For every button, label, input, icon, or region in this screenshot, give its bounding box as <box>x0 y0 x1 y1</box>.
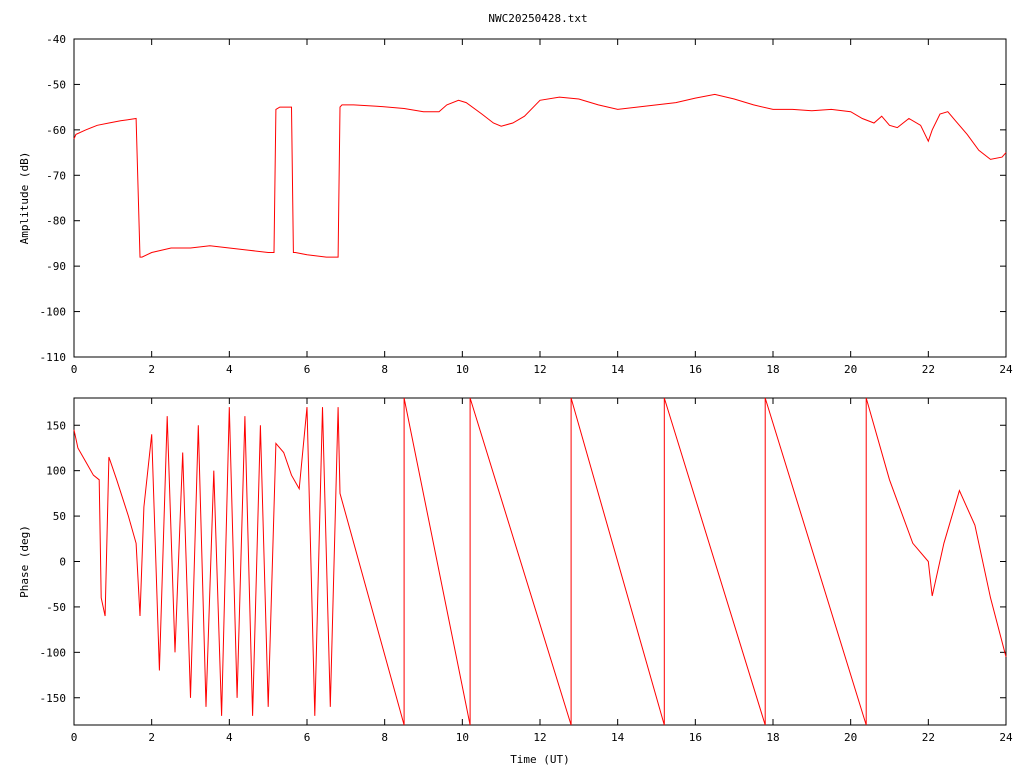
phase-series-line <box>73 397 1007 726</box>
amplitude-x-tick-label: 6 <box>304 363 311 376</box>
phase-x-tick-label: 2 <box>148 731 155 744</box>
amplitude-y-tick-label: -70 <box>46 169 66 182</box>
amplitude-y-tick-label: -40 <box>46 33 66 46</box>
phase-x-tick-label: 18 <box>766 731 779 744</box>
amplitude-x-tick-label: 12 <box>533 363 546 376</box>
phase-panel: 0 2 4 6 8 10 12 14 16 18 20 22 24150100500-50-100-15… <box>18 397 1013 766</box>
phase-y-tick-label: 150 <box>46 419 66 432</box>
phase-y-tick-label: 50 <box>53 510 66 523</box>
phase-x-tick-label: 20 <box>844 731 857 744</box>
phase-y-tick-label: 100 <box>46 465 66 478</box>
phase-x-tick-label: 4 <box>226 731 233 744</box>
phase-x-tick-label: 22 <box>922 731 935 744</box>
amplitude-x-tick-label: 16 <box>689 363 702 376</box>
amplitude-series-line <box>73 93 1007 258</box>
phase-x-axis-label: Time (UT) <box>510 753 570 766</box>
phase-x-tick-label: 6 <box>304 731 311 744</box>
phase-x-tick-label: 0 <box>71 731 78 744</box>
phase-y-tick-label: -50 <box>46 601 66 614</box>
chart-title: NWC20250428.txt <box>488 12 587 25</box>
phase-x-tick-label: 10 <box>456 731 469 744</box>
amplitude-x-tick-label: 22 <box>922 363 935 376</box>
phase-x-tick-label: 24 <box>999 731 1013 744</box>
amplitude-x-tick-label: 4 <box>226 363 233 376</box>
amplitude-plot-frame <box>73 38 1007 358</box>
phase-y-tick-label: -100 <box>40 646 67 659</box>
amplitude-x-tick-label: 20 <box>844 363 857 376</box>
phase-y-tick-label: -150 <box>40 692 67 705</box>
amplitude-y-tick-label: -80 <box>46 215 66 228</box>
amplitude-y-tick-label: -90 <box>46 260 66 273</box>
amplitude-x-tick-label: 0 <box>71 363 78 376</box>
amplitude-y-tick-label: -60 <box>46 124 66 137</box>
amplitude-y-tick-label: -110 <box>40 351 67 364</box>
amplitude-x-tick-label: 8 <box>381 363 388 376</box>
phase-y-axis-label: Phase (deg) <box>18 525 31 598</box>
amplitude-x-tick-label: 24 <box>999 363 1013 376</box>
amplitude-x-tick-label: 10 <box>456 363 469 376</box>
amplitude-x-tick-label: 14 <box>611 363 625 376</box>
amplitude-y-axis-label: Amplitude (dB) <box>18 152 31 245</box>
phase-x-tick-label: 12 <box>533 731 546 744</box>
amplitude-y-tick-label: -50 <box>46 78 66 91</box>
phase-y-tick-label: 0 <box>59 556 66 569</box>
phase-x-tick-label: 16 <box>689 731 702 744</box>
amplitude-x-tick-label: 2 <box>148 363 155 376</box>
amplitude-panel: 0 2 4 6 8 10 12 14 16 18 20 22 24-40-50-60-70-80-90-… <box>18 33 1013 376</box>
phase-x-tick-label: 8 <box>381 731 388 744</box>
amplitude-y-tick-label: -100 <box>40 306 67 319</box>
amplitude-x-tick-label: 18 <box>766 363 779 376</box>
phase-x-tick-label: 14 <box>611 731 625 744</box>
